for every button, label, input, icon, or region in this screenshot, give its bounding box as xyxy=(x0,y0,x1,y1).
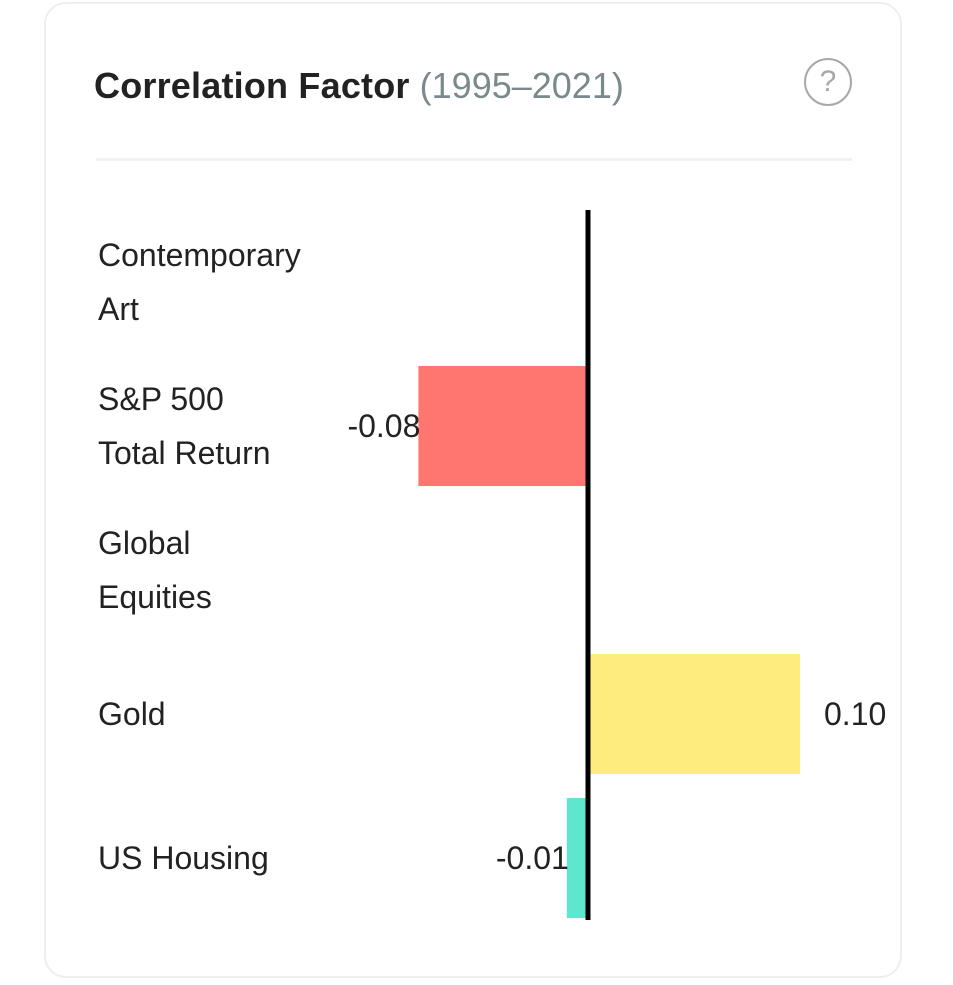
chart-title: Correlation Factor xyxy=(94,65,410,106)
value-label: -0.08 xyxy=(347,408,420,444)
category-label-line: S&P 500 xyxy=(98,381,224,417)
category-label: US Housing xyxy=(98,840,269,876)
category-label: Contemporary Art xyxy=(98,237,301,327)
bar xyxy=(418,366,588,486)
category-label-line: Equities xyxy=(98,579,212,615)
value-label: -0.01 xyxy=(496,840,569,876)
bar xyxy=(588,654,800,774)
chart-subtitle: (1995–2021) xyxy=(419,65,624,106)
category-label: Global Equities xyxy=(98,525,212,615)
category-label-line: US Housing xyxy=(98,840,269,876)
category-label-line: Gold xyxy=(98,696,166,732)
category-label-line: Total Return xyxy=(98,435,271,471)
category-label-line: Contemporary xyxy=(98,237,301,273)
header-divider xyxy=(96,158,852,161)
category-label: Gold xyxy=(98,696,166,732)
bar xyxy=(566,798,588,918)
card-header: Correlation Factor (1995–2021) ? xyxy=(94,56,852,116)
category-label: S&P 500 Total Return xyxy=(98,381,271,471)
value-label: 0.10 xyxy=(824,696,886,732)
question-circle-icon[interactable]: ? xyxy=(804,58,852,106)
category-label-line: Global xyxy=(98,525,191,561)
correlation-bar-chart: Contemporary Art S&P 500 Total Return -0.08 G… xyxy=(98,210,886,920)
category-label-line: Art xyxy=(98,291,139,327)
correlation-card: Correlation Factor (1995–2021) ? Contemp… xyxy=(44,2,902,978)
help-glyph: ? xyxy=(819,65,837,98)
